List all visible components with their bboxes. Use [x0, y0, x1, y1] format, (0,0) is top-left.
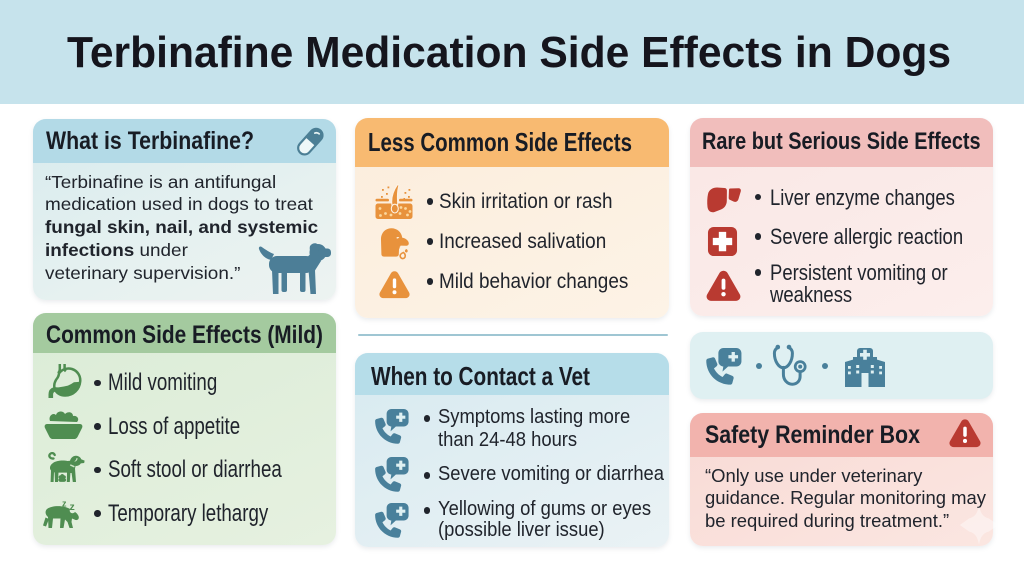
svg-text:z: z — [62, 499, 67, 509]
svg-text:z: z — [70, 501, 75, 513]
